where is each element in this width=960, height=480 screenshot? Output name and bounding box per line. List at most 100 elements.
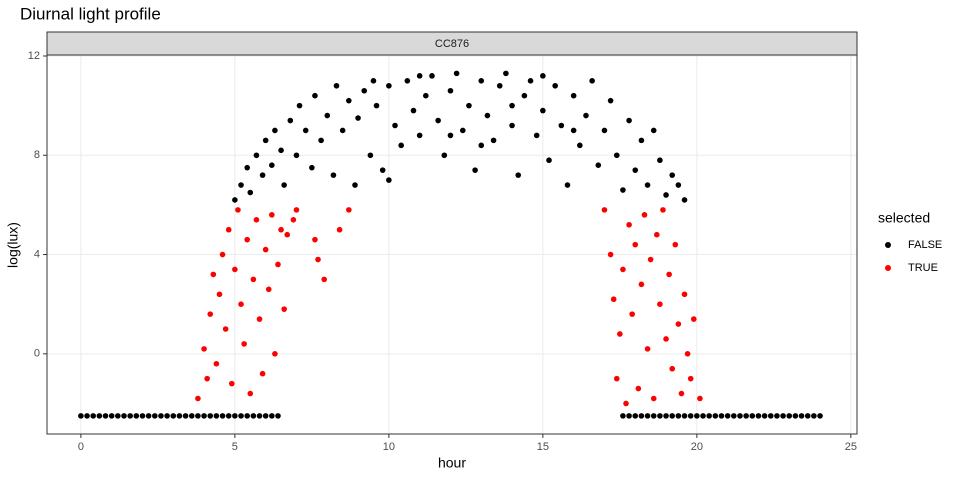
point — [650, 127, 657, 134]
point — [170, 413, 177, 419]
point — [213, 360, 220, 367]
point — [743, 413, 749, 419]
point — [626, 117, 632, 124]
point — [675, 413, 682, 419]
point — [472, 167, 478, 173]
point — [521, 92, 528, 99]
point — [607, 97, 614, 104]
point — [515, 172, 522, 178]
point — [158, 413, 164, 419]
legend-title: selected — [878, 210, 930, 226]
point — [447, 132, 454, 139]
point — [284, 231, 291, 238]
point — [293, 207, 300, 213]
point — [139, 413, 146, 419]
point — [333, 82, 340, 89]
point — [601, 207, 608, 213]
x-tick-label: 20 — [691, 441, 703, 453]
point — [386, 177, 392, 183]
point — [484, 112, 491, 119]
point — [373, 102, 380, 109]
point — [792, 413, 799, 419]
point — [675, 182, 682, 188]
point — [272, 127, 278, 134]
point — [767, 413, 774, 419]
point — [250, 413, 257, 419]
point — [176, 413, 183, 419]
point — [346, 207, 352, 213]
point — [638, 137, 645, 144]
point — [663, 413, 669, 419]
point — [262, 246, 269, 253]
point — [663, 336, 669, 342]
point — [309, 164, 315, 171]
point — [632, 413, 639, 419]
point — [755, 413, 762, 419]
point — [293, 152, 300, 159]
point — [272, 351, 278, 357]
point — [626, 413, 632, 419]
point — [737, 413, 743, 419]
point — [617, 331, 623, 337]
point — [256, 413, 263, 419]
point — [370, 78, 377, 84]
point — [222, 326, 229, 332]
point — [540, 73, 546, 79]
point — [265, 286, 272, 293]
point — [78, 413, 84, 419]
point — [657, 301, 663, 307]
point — [423, 92, 429, 99]
point — [278, 226, 284, 233]
point — [195, 413, 201, 419]
point — [663, 192, 669, 198]
point — [626, 221, 632, 228]
legend-label: FALSE — [908, 239, 942, 251]
point — [666, 271, 672, 278]
point — [629, 311, 635, 317]
point — [269, 212, 275, 218]
point — [749, 413, 756, 419]
point — [620, 266, 626, 273]
point — [115, 413, 121, 419]
point — [336, 226, 343, 233]
point — [238, 301, 244, 307]
facet-label: CC876 — [435, 38, 469, 50]
point — [392, 122, 398, 129]
x-axis-title: hour — [438, 455, 466, 471]
point — [410, 107, 417, 114]
point — [453, 70, 460, 77]
point — [269, 413, 275, 419]
x-tick-label: 0 — [78, 441, 84, 453]
point — [238, 182, 244, 188]
point — [654, 231, 660, 238]
point — [623, 400, 629, 407]
point — [660, 207, 666, 213]
point — [429, 73, 435, 79]
point — [570, 92, 577, 99]
point — [650, 413, 657, 419]
point — [262, 413, 269, 419]
point — [133, 413, 140, 419]
point — [678, 390, 685, 397]
point — [312, 236, 318, 243]
legend-label: TRUE — [908, 262, 938, 274]
point — [697, 395, 703, 402]
legend-key — [885, 265, 891, 271]
point — [102, 413, 109, 419]
point — [253, 217, 260, 223]
point — [235, 207, 241, 213]
point — [712, 413, 719, 419]
point — [250, 276, 257, 283]
point — [761, 413, 768, 419]
point — [786, 413, 793, 419]
point — [302, 127, 309, 134]
point — [669, 365, 676, 372]
point — [108, 413, 115, 419]
point — [589, 78, 595, 84]
point — [669, 172, 676, 178]
point — [398, 142, 404, 149]
point — [635, 385, 642, 392]
point — [490, 137, 497, 144]
point — [496, 82, 503, 89]
